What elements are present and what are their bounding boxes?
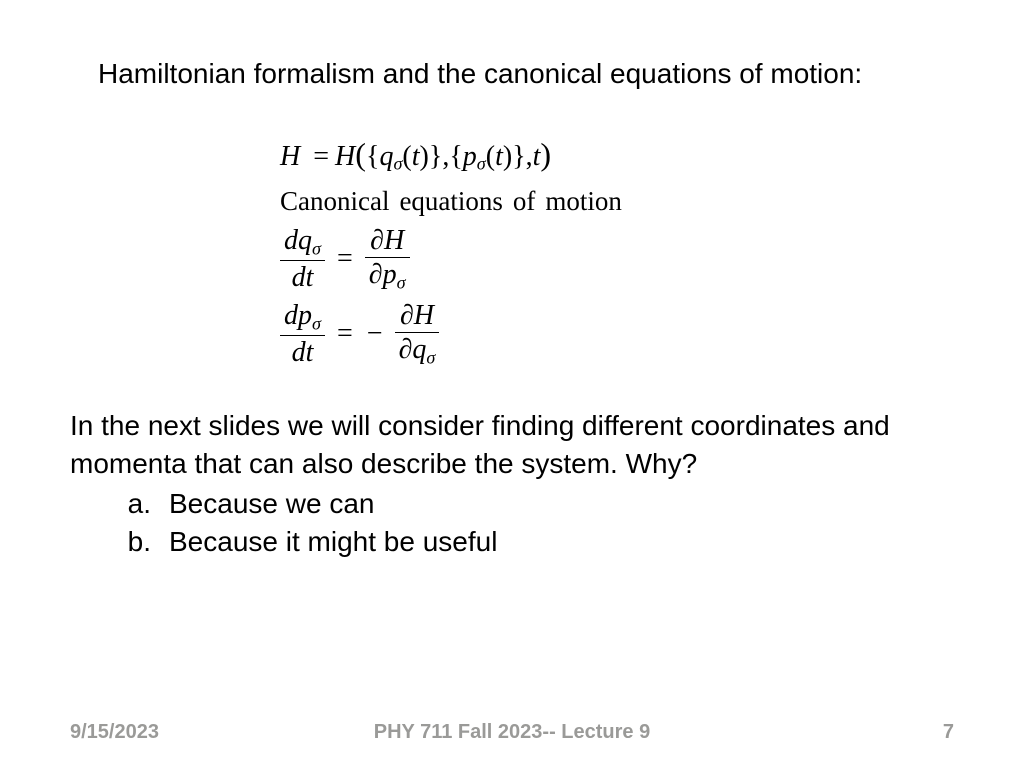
footer-page-number: 7 (943, 721, 954, 744)
d1b: d (292, 262, 306, 293)
H1: H (384, 225, 404, 256)
sym-H: H (280, 141, 300, 172)
d1: d (284, 225, 298, 256)
brace-open-p: { (449, 141, 462, 172)
t2: t (306, 337, 314, 368)
math-block: H =H({qσ(t)},{pσ(t)},t) Canonical equati… (280, 135, 954, 368)
paren-close: ) (540, 136, 551, 172)
hamiltonian-definition: H =H({qσ(t)},{pσ(t)},t) (280, 135, 954, 175)
option-b-label: b. (125, 523, 151, 561)
sigma2: σ (312, 313, 321, 333)
sym-t: t (412, 141, 420, 172)
paren-t-open: ( (402, 141, 411, 172)
p2: p (298, 300, 312, 331)
option-b-text: Because it might be useful (169, 523, 497, 561)
canonical-eq-2: dpσ dt = − ∂H ∂qσ (280, 301, 954, 368)
option-a: a. Because we can (125, 485, 954, 523)
p1: p (383, 259, 397, 290)
q2: q (412, 334, 426, 365)
footer-date: 9/15/2023 (70, 721, 159, 744)
sigma2b: σ (426, 347, 435, 367)
paren-open: ( (355, 136, 366, 172)
brace-close-p: } (512, 141, 525, 172)
partial1b: ∂ (369, 259, 383, 290)
option-b: b. Because it might be useful (125, 523, 954, 561)
partial1: ∂ (370, 225, 384, 256)
H2: H (414, 300, 434, 331)
slide: Hamiltonian formalism and the canonical … (0, 0, 1024, 768)
sym-q: q (379, 141, 393, 172)
paren-t-close2: ) (503, 141, 512, 172)
frac-dH-dp: ∂H ∂pσ (365, 226, 410, 293)
d2: d (284, 300, 298, 331)
sym-p: p (463, 141, 477, 172)
partial2b: ∂ (399, 334, 413, 365)
sigma1: σ (312, 238, 321, 258)
sigma1b: σ (397, 272, 406, 292)
partial2: ∂ (400, 300, 414, 331)
options-list: a. Because we can b. Because it might be… (125, 485, 954, 561)
slide-footer: PHY 711 Fall 2023-- Lecture 9 9/15/2023 … (0, 721, 1024, 744)
brace-close-q: } (429, 141, 442, 172)
minus: − (365, 317, 385, 351)
option-a-label: a. (125, 485, 151, 523)
comma2: , (526, 141, 533, 172)
frac-dp-dt: dpσ dt (280, 301, 325, 368)
paren-t-open2: ( (486, 141, 495, 172)
slide-title: Hamiltonian formalism and the canonical … (98, 55, 944, 93)
t1: t (306, 262, 314, 293)
frac-dH-dq: ∂H ∂qσ (395, 301, 440, 368)
sym-t2: t (495, 141, 503, 172)
sym-equals: = (307, 141, 335, 172)
option-a-text: Because we can (169, 485, 374, 523)
paren-t-close: ) (420, 141, 429, 172)
d2b: d (292, 337, 306, 368)
sub-sigma-p: σ (477, 153, 486, 173)
frac-dq-dt: dqσ dt (280, 226, 325, 293)
equals2: = (335, 317, 355, 351)
equals1: = (335, 242, 355, 276)
canonical-eq-1: dqσ dt = ∂H ∂pσ (280, 226, 954, 293)
sym-H2: H (335, 141, 355, 172)
canonical-label: Canonical equations of motion (280, 185, 954, 217)
brace-open-q: { (366, 141, 379, 172)
q1: q (298, 225, 312, 256)
body-paragraph: In the next slides we will consider find… (70, 407, 954, 483)
